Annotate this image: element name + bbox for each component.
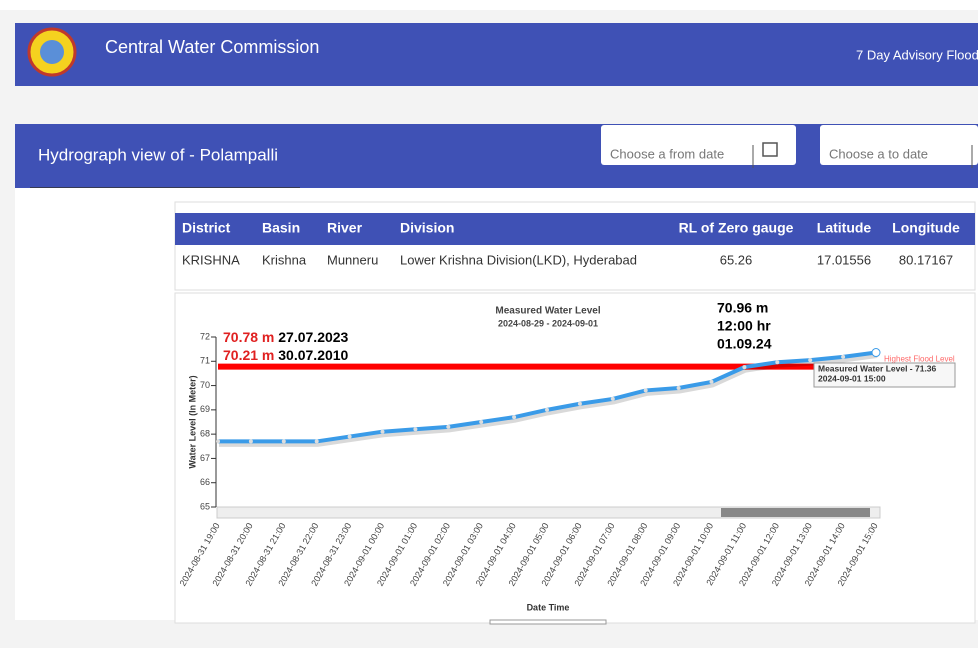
annotation-value: 70.78 m [223,329,274,345]
point [347,434,352,439]
point [676,386,681,390]
hfl-label: Highest Flood Level [884,355,955,364]
y-tick-label: 68 [200,429,210,439]
y-tick-label: 72 [200,331,210,341]
header-link[interactable]: 7 Day Advisory Flood [856,47,978,62]
point [479,420,484,424]
column-header: Longitude [892,220,960,236]
callout: 12:00 hr [717,318,771,334]
y-tick-label: 71 [200,356,210,366]
callout: 70.96 m [717,300,768,316]
y-tick-label: 70 [200,380,210,390]
header-bar [15,23,978,86]
scroll-thumb[interactable] [721,508,870,517]
y-axis-label: Water Level (In Meter) [187,375,197,468]
from-placeholder: Choose a from date [610,146,724,161]
header-title: Central Water Commission [105,37,319,57]
scrollbar[interactable] [216,506,881,519]
column-header: Basin [262,220,300,236]
column-header: River [327,220,363,236]
point [610,396,615,401]
column-header: RL of Zero gauge [679,220,794,236]
point [281,439,286,444]
annotation: 70.21 m 30.07.2010 [223,347,349,363]
annotation-value: 70.21 m [223,347,274,363]
annotation-date: 27.07.2023 [278,329,348,345]
annotation-date: 30.07.2010 [278,347,348,363]
point [545,407,549,412]
point [577,401,582,406]
table-header [175,213,975,245]
annotation: 70.78 m 27.07.2023 [223,329,349,345]
column-header: Latitude [817,220,872,236]
shadow [219,353,878,447]
top-strip [0,0,978,10]
point [314,439,319,444]
column-header: Division [400,220,454,236]
tooltip-box [813,362,956,388]
y-tick-label: 67 [200,453,210,463]
table-cell: 65.26 [720,252,753,267]
table-cell: Lower Krishna Division(LKD), Hyderabad [400,252,637,267]
from-date-input[interactable] [601,125,796,165]
point [841,354,846,359]
callout: 01.09.24 [717,336,772,352]
point [216,439,220,444]
table-cell: KRISHNA [182,252,240,267]
point [709,379,714,384]
point [446,424,451,429]
button-edge[interactable] [489,619,607,625]
point [775,360,780,365]
hfl-line [218,363,885,370]
point [742,365,747,370]
tooltip-text: 2024-09-01 15:00 [818,373,886,383]
table-cell: Krishna [262,252,307,267]
table-cell: 80.17167 [899,252,953,267]
sub-title: Hydrograph view of - Polampalli [38,145,278,164]
point [871,348,881,358]
x-axis-label: Date Time [527,602,570,612]
calendar-icon[interactable] [762,142,778,157]
table-cell: 17.01556 [817,252,871,267]
to-date-input[interactable] [820,125,978,165]
point [380,429,385,434]
point [413,427,418,432]
point [512,415,517,420]
point [643,388,648,393]
chart-subtitle: 2024-08-29 - 2024-09-01 [498,318,598,328]
y-tick-label: 66 [200,477,210,487]
column-header: District [182,220,231,236]
y-tick-label: 69 [200,404,210,414]
to-placeholder: Choose a to date [829,146,928,161]
y-tick-label: 65 [200,501,210,511]
chart-card [174,292,976,624]
logo-inner [40,40,64,64]
sub-bar [15,124,978,188]
point [248,439,253,444]
chart-title: Measured Water Level [495,306,600,317]
point [808,358,813,363]
table-cell: Munneru [327,252,378,267]
tooltip-text: Measured Water Level - 71.36 [818,363,937,373]
